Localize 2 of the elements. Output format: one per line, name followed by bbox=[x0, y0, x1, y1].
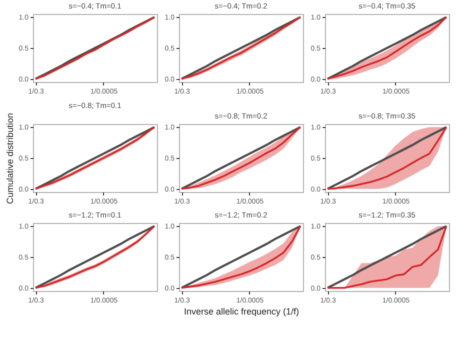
x-axis-title: Inverse allelic frequency (1/f) bbox=[184, 306, 300, 316]
y-axis-title: Cumulative distribution bbox=[4, 112, 15, 204]
